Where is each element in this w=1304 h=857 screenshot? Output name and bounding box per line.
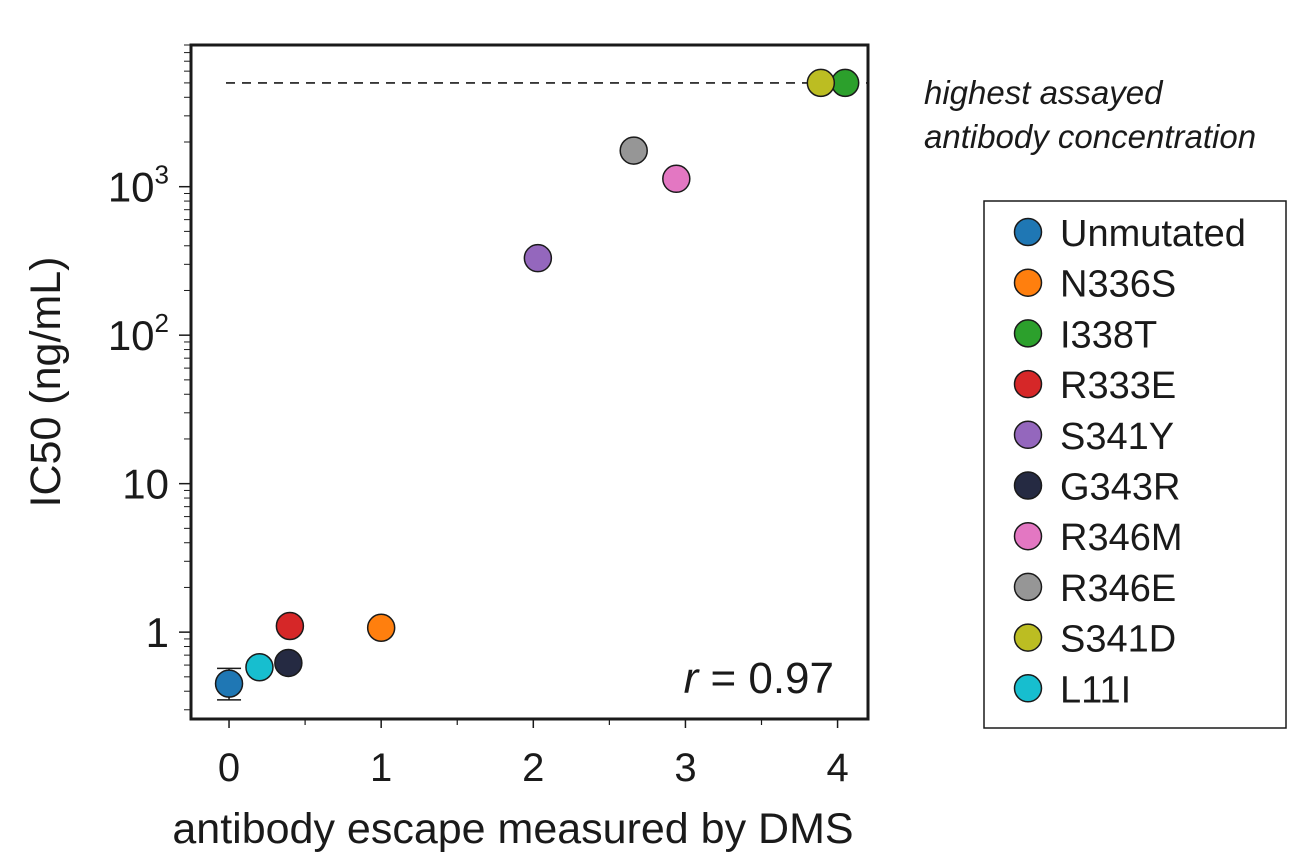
x-tick-label: 2 bbox=[522, 746, 544, 790]
legend-items: Unmutated N336S I338T R333E S341Y G343R R346M R… bbox=[1013, 213, 1246, 711]
legend-label-l11i: L11I bbox=[1060, 669, 1131, 711]
point-g343r bbox=[274, 648, 303, 678]
reference-line-label-line2: antibody concentration bbox=[924, 118, 1256, 155]
legend-label-unmutated: Unmutated bbox=[1060, 213, 1246, 255]
legend-label-s341y: S341Y bbox=[1060, 416, 1174, 458]
legend-swatch-r346m bbox=[1013, 521, 1043, 551]
axis-ticks: 0 1 2 3 4 1 10 102 103 bbox=[108, 44, 849, 790]
legend-label-r346e: R346E bbox=[1060, 568, 1176, 610]
y-tick-label: 102 bbox=[108, 308, 169, 359]
point-l11i bbox=[245, 653, 274, 682]
x-tick-label: 3 bbox=[674, 746, 696, 790]
legend-swatch-unmutated bbox=[1013, 217, 1043, 247]
y-tick-label: 1 bbox=[146, 609, 169, 656]
legend-label-r333e: R333E bbox=[1060, 365, 1176, 407]
point-i338t bbox=[830, 68, 860, 98]
x-tick-label: 1 bbox=[370, 746, 392, 790]
data-points bbox=[214, 68, 860, 701]
legend-label-i338t: I338T bbox=[1060, 314, 1157, 356]
legend-label-n336s: N336S bbox=[1060, 264, 1176, 306]
legend-swatch-n336s bbox=[1013, 268, 1043, 297]
x-tick-label: 0 bbox=[218, 746, 240, 790]
correlation-value: = 0.97 bbox=[698, 654, 834, 703]
legend-swatch-g343r bbox=[1013, 471, 1043, 500]
point-unmutated bbox=[214, 669, 244, 698]
legend-swatch-r346e bbox=[1013, 572, 1043, 602]
legend-label-s341d: S341D bbox=[1060, 619, 1176, 661]
correlation-symbol: r bbox=[684, 654, 701, 703]
x-tick-label: 4 bbox=[826, 746, 848, 790]
y-tick-label: 10 bbox=[122, 461, 169, 508]
legend-swatch-i338t bbox=[1013, 319, 1043, 348]
legend-swatch-l11i bbox=[1013, 674, 1043, 703]
legend-swatch-s341y bbox=[1013, 420, 1043, 450]
point-s341d bbox=[806, 68, 836, 98]
point-n336s bbox=[366, 613, 396, 643]
correlation-annotation: r = 0.97 bbox=[684, 654, 834, 703]
point-s341y bbox=[523, 243, 553, 273]
legend-label-g343r: G343R bbox=[1060, 467, 1180, 509]
legend-swatch-r333e bbox=[1013, 369, 1043, 399]
point-r333e bbox=[275, 611, 305, 641]
point-r346e bbox=[619, 136, 648, 165]
plot-frame bbox=[189, 43, 870, 721]
y-tick-label: 103 bbox=[108, 160, 169, 211]
reference-line-label-line1: highest assayed bbox=[924, 74, 1164, 111]
x-axis-label: antibody escape measured by DMS bbox=[172, 805, 853, 853]
point-r346m bbox=[662, 164, 691, 194]
legend-label-r346m: R346M bbox=[1060, 517, 1183, 559]
legend: Unmutated N336S I338T R333E S341Y G343R R346M R… bbox=[983, 200, 1287, 729]
y-axis-label: IC50 (ng/mL) bbox=[22, 257, 70, 508]
legend-swatch-s341d bbox=[1013, 623, 1043, 652]
